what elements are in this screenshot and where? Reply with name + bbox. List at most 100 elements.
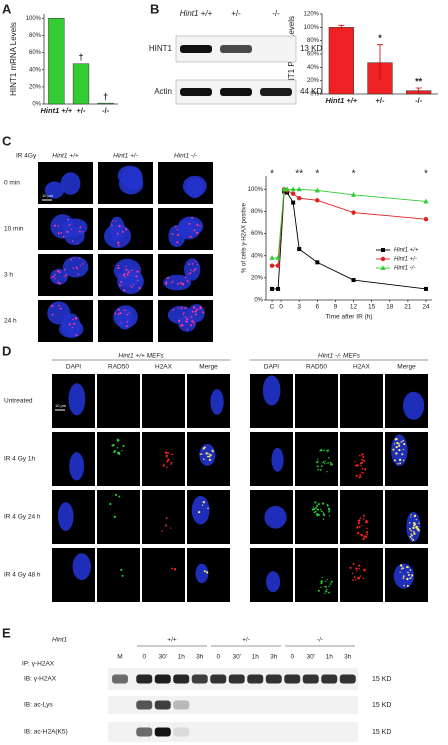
time-label: 3h xyxy=(196,654,204,661)
focus xyxy=(172,280,174,283)
focus xyxy=(330,463,333,466)
focus xyxy=(326,588,328,591)
focus xyxy=(361,453,364,456)
focus xyxy=(409,527,411,530)
column-label: Hint1 -/- xyxy=(174,153,198,160)
micrograph xyxy=(295,490,338,544)
scale-label: 10 μm xyxy=(55,403,67,408)
micrograph xyxy=(250,432,293,486)
focus xyxy=(359,476,361,479)
focus xyxy=(361,534,364,537)
blot-row-label: Actin xyxy=(154,87,172,96)
column-label: RAD50 xyxy=(306,364,327,371)
x-tick-label: 0 xyxy=(279,304,283,311)
nucleus xyxy=(210,389,224,415)
focus xyxy=(317,458,319,460)
focus xyxy=(209,458,212,462)
focus xyxy=(365,531,369,534)
time-label: 0 xyxy=(216,654,220,661)
error-bar xyxy=(377,44,383,81)
focus xyxy=(320,586,322,589)
x-tick-label: 6 xyxy=(315,304,319,311)
marker xyxy=(423,286,428,291)
focus xyxy=(411,574,414,577)
nucleus xyxy=(262,375,281,406)
focus xyxy=(323,449,325,452)
focus xyxy=(410,534,414,537)
nucleus xyxy=(271,447,284,472)
focus xyxy=(191,216,194,219)
x-tick-label: Hint1 +/+ xyxy=(325,96,357,105)
focus xyxy=(115,220,117,222)
focus xyxy=(363,568,366,572)
focus xyxy=(121,449,123,452)
focus xyxy=(315,504,319,507)
band xyxy=(173,727,190,737)
marker xyxy=(423,198,429,204)
focus xyxy=(118,224,121,228)
focus xyxy=(166,276,169,280)
focus xyxy=(122,273,125,277)
focus xyxy=(167,458,170,461)
focus xyxy=(119,284,122,287)
nucleus xyxy=(177,219,201,240)
marker xyxy=(269,255,275,260)
focus xyxy=(193,323,196,326)
y-tick-label: 80% xyxy=(251,209,264,215)
x-tick-label: Hint1 +/+ xyxy=(40,106,72,115)
focus xyxy=(114,312,117,315)
focus xyxy=(58,282,61,285)
focus xyxy=(321,510,323,513)
band xyxy=(180,88,212,96)
focus xyxy=(113,450,117,453)
focus xyxy=(120,280,123,284)
nucleus xyxy=(266,571,281,593)
focus xyxy=(359,454,361,457)
band xyxy=(154,674,171,684)
focus xyxy=(326,449,330,452)
column-label: DAPI xyxy=(66,364,81,371)
marker xyxy=(285,190,290,195)
focus xyxy=(410,529,412,532)
focus xyxy=(54,274,56,276)
time-label: 3h xyxy=(270,654,278,661)
focus xyxy=(402,448,404,451)
focus xyxy=(180,324,183,327)
focus xyxy=(406,584,409,587)
focus xyxy=(316,461,318,464)
size-label: 15 KD xyxy=(372,702,391,709)
focus xyxy=(192,270,194,272)
focus xyxy=(393,443,396,445)
bar xyxy=(48,18,65,105)
focus xyxy=(203,458,205,460)
group-label: Hint1 +/+ MEFs xyxy=(118,353,164,360)
focus xyxy=(184,306,187,310)
focus xyxy=(328,508,331,511)
focus xyxy=(360,476,362,478)
focus xyxy=(57,281,60,284)
band xyxy=(265,674,282,684)
focus xyxy=(199,453,201,455)
band xyxy=(173,674,190,684)
significance-mark: * xyxy=(315,169,319,180)
bar xyxy=(97,102,114,105)
focus xyxy=(397,463,399,465)
focus xyxy=(398,449,401,452)
focus xyxy=(126,273,129,276)
focus xyxy=(321,576,323,579)
x-tick-label: 18 xyxy=(386,304,394,311)
nucleus xyxy=(50,268,68,285)
focus xyxy=(415,518,417,521)
legend-label: Hint1 -/- xyxy=(394,266,415,272)
nucleus xyxy=(109,216,125,241)
y-tick-label: 60% xyxy=(251,231,264,237)
focus xyxy=(356,531,360,535)
y-tick-label: 0% xyxy=(32,102,41,108)
ip-label: IP: γ-H2AX xyxy=(22,661,55,668)
size-label: 15 KD xyxy=(372,676,391,683)
focus xyxy=(184,276,187,279)
time-label: 30' xyxy=(233,654,241,661)
focus xyxy=(396,441,399,445)
focus xyxy=(201,453,203,455)
